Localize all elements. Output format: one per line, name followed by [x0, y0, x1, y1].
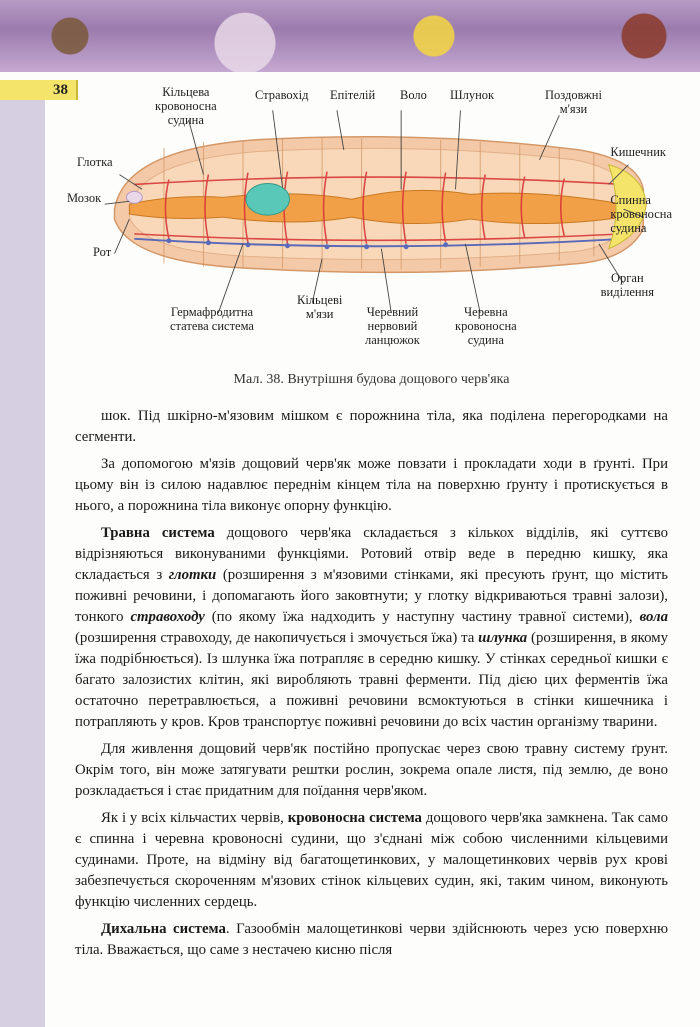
term-circulatory: кровоносна система	[288, 810, 422, 826]
label-pharynx: Глотка	[77, 156, 113, 170]
label-esophagus: Стравохід	[255, 89, 308, 103]
label-brain: Мозок	[67, 192, 101, 206]
term-digestive: Травна система	[101, 525, 215, 541]
label-stomach: Шлунок	[450, 89, 494, 103]
para-5: Як і у всіх кільчастих червів, кровоносн…	[75, 808, 668, 913]
header-photo-strip	[0, 0, 700, 72]
para-6: Дихальна система. Газообмін малощетинков…	[75, 919, 668, 961]
label-dorsal-vessel: Спиннакровоноснасудина	[610, 194, 672, 235]
label-long-muscles: Поздовжнім'язи	[545, 89, 602, 117]
term-esophagus: стравоходу	[130, 609, 204, 625]
term-crop: вола	[640, 609, 668, 625]
label-circ-muscles: Кільцевім'язи	[297, 294, 342, 322]
label-crop: Воло	[400, 89, 427, 103]
term-respiratory: Дихальна система	[101, 921, 226, 937]
para-2: За допомогою м'язів дощовий черв'як може…	[75, 454, 668, 517]
label-nerve-cord: Черевнийнервовийланцюжок	[365, 306, 420, 347]
para-3: Травна система дощового черв'яка складає…	[75, 523, 668, 733]
term-pharynx: глотки	[169, 567, 217, 583]
left-margin-bar	[0, 100, 45, 1027]
label-ventral-vessel: Черевнакровоноснасудина	[455, 306, 517, 347]
para-4: Для живлення дощовий черв'як постійно пр…	[75, 739, 668, 802]
page-content: Кільцевакровоноснасудина Стравохід Епіте…	[45, 78, 682, 1027]
label-mouth: Рот	[93, 246, 111, 260]
figure-caption: Мал. 38. Внутрішня будова дощового черв'…	[75, 372, 668, 388]
para-1: шок. Під шкірно-м'язовим мішком є порожн…	[75, 406, 668, 448]
term-stomach: шлунка	[478, 630, 527, 646]
label-reproductive: Гермафродитнастатева система	[170, 306, 254, 334]
anatomy-diagram: Кільцевакровоноснасудина Стравохід Епіте…	[75, 84, 668, 364]
label-intestine: Кишечник	[610, 146, 666, 160]
label-ring-vessel: Кільцевакровоноснасудина	[155, 86, 217, 127]
label-epithelium: Епітелій	[330, 89, 375, 103]
label-excretory: Органвиділення	[601, 272, 654, 300]
